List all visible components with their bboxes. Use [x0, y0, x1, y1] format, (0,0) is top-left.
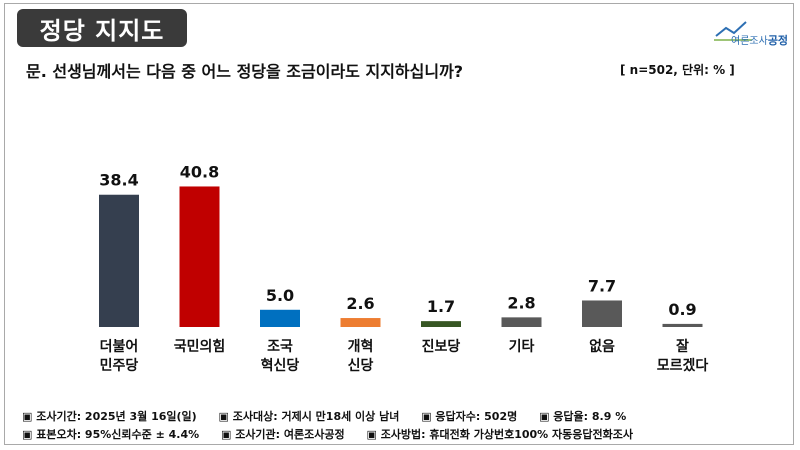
- footer-survey-method: ▣ 조사방법: 휴대전화 가상번호100% 자동응답전화조사: [366, 428, 633, 441]
- value-label-6: 7.7: [588, 276, 616, 295]
- footer-margin-of-error: ▣ 표본오차: 95%신뢰수준 ± 4.4%: [22, 428, 200, 441]
- value-label-2: 5.0: [266, 286, 294, 305]
- category-label-6: 없음: [589, 339, 615, 355]
- bar-1: [179, 186, 220, 327]
- category-label-0: 더불어 민주당: [99, 339, 139, 374]
- sample-unit-info: [ n=502, 단위: % ]: [620, 63, 735, 77]
- bar-4: [421, 321, 461, 327]
- value-label-4: 1.7: [427, 297, 455, 316]
- category-label-7: 잘 모르겠다: [656, 339, 709, 374]
- footer-line-2: ▣ 표본오차: 95%신뢰수준 ± 4.4% ▣ 조사기관: 여론조사공정 ▣ …: [22, 426, 651, 442]
- logo-chart-icon: [714, 21, 752, 41]
- chart-title: 정당 지지도: [17, 9, 187, 47]
- value-label-7: 0.9: [668, 300, 696, 319]
- value-label-0: 38.4: [99, 171, 138, 190]
- category-label-2: 조국 혁신당: [260, 339, 300, 374]
- logo-text: 여론조사공정: [731, 32, 788, 48]
- footer-response-rate: ▣ 응답율: 8.9 %: [539, 410, 627, 423]
- bar-5: [501, 317, 542, 327]
- footer-survey-period: ▣ 조사기간: 2025년 3월 16일(일): [22, 410, 197, 423]
- logo-name: 공정: [767, 34, 789, 47]
- category-label-5: 기타: [508, 339, 535, 355]
- bar-3: [340, 318, 381, 327]
- value-label-5: 2.8: [507, 293, 535, 312]
- footer-line-1: ▣ 조사기간: 2025년 3월 16일(일) ▣ 조사대상: 거제시 만18세…: [22, 408, 644, 424]
- category-label-1: 국민의힘: [173, 339, 226, 355]
- category-label-4: 진보당: [421, 339, 461, 355]
- footer-respondents: ▣ 응답자수: 502명: [421, 410, 518, 423]
- question-text: 문. 선생님께서는 다음 중 어느 정당을 조금이라도 지지하십니까?: [26, 62, 464, 81]
- bar-2: [260, 309, 300, 327]
- bar-0: [99, 194, 139, 327]
- footer-survey-agency: ▣ 조사기관: 여론조사공정: [220, 428, 345, 441]
- bar-7: [662, 323, 703, 327]
- category-label-3: 개혁 신당: [347, 339, 374, 374]
- value-label-3: 2.6: [346, 294, 374, 313]
- footer-survey-target: ▣ 조사대상: 거제시 만18세 이상 남녀: [218, 410, 400, 423]
- bar-6: [582, 300, 622, 327]
- logo-prefix: 여론조사: [731, 36, 768, 47]
- value-label-1: 40.8: [180, 162, 219, 181]
